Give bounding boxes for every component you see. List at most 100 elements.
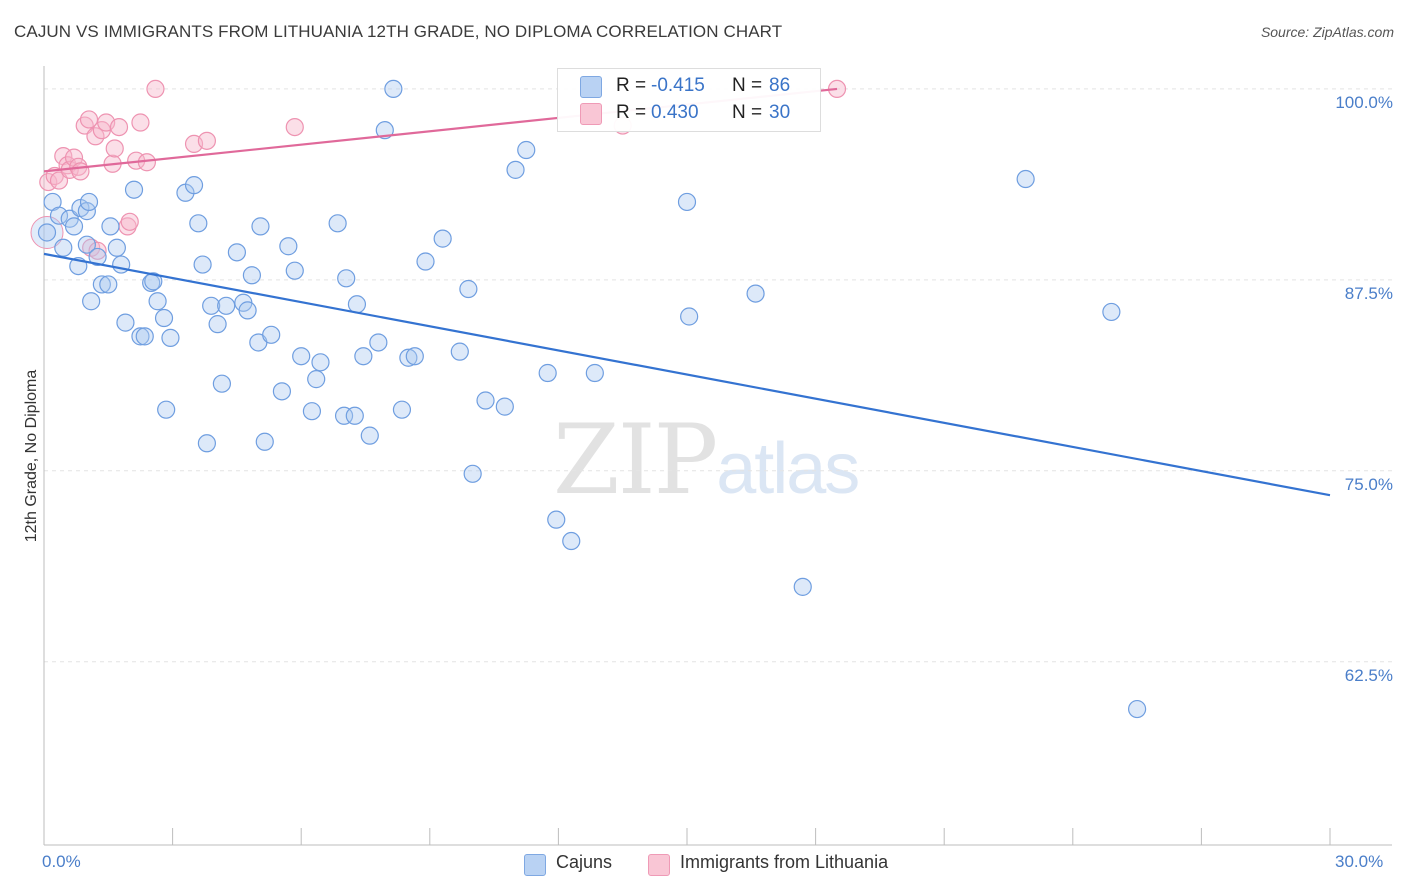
cajun-point [262, 325, 281, 344]
cajun-point [77, 235, 96, 254]
cajun-point [107, 238, 126, 257]
cajun-point [360, 426, 379, 445]
cajun-point [1102, 302, 1121, 322]
cajun-point [124, 180, 144, 199]
cajun-point [334, 406, 354, 425]
bottom-legend-swatch-lithuania [648, 854, 670, 876]
cajun-point [30, 215, 64, 249]
cajun-point [161, 328, 180, 347]
cajun-point [538, 363, 557, 383]
cajun-point [585, 363, 604, 383]
cajun-point [307, 370, 326, 389]
cajun-point [354, 347, 373, 366]
legend-row-cajuns: R = -0.415 N = 86 [558, 73, 820, 99]
cajun-point [54, 238, 73, 257]
cajun-point [227, 243, 246, 262]
cajun-point [399, 348, 418, 367]
cajun-point [212, 374, 231, 393]
cajun-point [677, 192, 697, 212]
legend-n-value: 30 [769, 102, 791, 123]
cajun-point [285, 261, 304, 280]
cajun-point [82, 292, 101, 311]
x-tick-label-min: 0.0% [42, 852, 81, 871]
y-tick-label: 100.0% [1335, 92, 1393, 112]
cajun-point [450, 342, 469, 361]
grid-lines [44, 88, 1392, 663]
bottom-legend-cajuns: Cajuns [556, 852, 613, 872]
cajun-point [64, 217, 84, 236]
cajun-point [238, 301, 257, 320]
x-tick-label-max: 30.0% [1335, 852, 1384, 871]
legend-n-value: 86 [769, 75, 791, 96]
cajun-point [547, 510, 566, 529]
cajun-point [311, 353, 330, 372]
cajun-point [197, 434, 216, 453]
cajun-point [37, 223, 57, 242]
cajun-points [30, 79, 1147, 719]
cajun-point [79, 192, 99, 212]
cajun-point [384, 79, 403, 99]
lithuania-point [79, 110, 99, 129]
cajun-point [463, 464, 482, 483]
legend-r-value: -0.415 [651, 75, 705, 96]
cajun-point [116, 313, 135, 332]
cajun-point [793, 577, 812, 596]
cajun-point [746, 284, 765, 303]
cajun-point [433, 229, 452, 248]
lithuania-point [120, 212, 139, 231]
cajun-point [292, 347, 311, 366]
y-tick-label: 62.5% [1344, 665, 1393, 685]
cajun-point [392, 400, 412, 419]
cajun-point [202, 296, 221, 315]
cajun-point [184, 176, 204, 195]
trend-lines [43, 87, 1331, 497]
legend-row-lithuania: R = 0.430 N = 30 [558, 100, 820, 126]
chart-title: CAJUN VS IMMIGRANTS FROM LITHUANIA 12TH … [14, 22, 783, 41]
cajun-point [135, 327, 154, 346]
cajun-trend-line [43, 252, 1331, 497]
legend-n-label: N = [732, 102, 763, 123]
cajun-point [562, 531, 581, 551]
cajun-point [255, 432, 274, 451]
y-tick-label: 75.0% [1344, 474, 1393, 494]
lithuania-point [49, 171, 69, 190]
cajun-point [208, 315, 227, 334]
cajun-point [347, 295, 367, 314]
cajun-point [1016, 169, 1035, 189]
cajun-point [49, 206, 69, 225]
cajun-point [495, 397, 514, 416]
cajun-point [193, 255, 212, 274]
cajun-point [88, 247, 107, 267]
cajun-point [416, 252, 435, 271]
legend-r-value: 0.430 [651, 102, 699, 123]
cajun-point [369, 333, 388, 352]
lithuania-point [105, 139, 124, 158]
cajun-point [337, 269, 356, 288]
lithuania-point [197, 131, 216, 150]
cajun-point [92, 275, 111, 294]
lithuania-point [88, 241, 107, 260]
cajun-point [328, 214, 347, 233]
cajun-point [506, 160, 525, 179]
bottom-legend-swatch-cajuns [524, 854, 546, 876]
lithuania-point [109, 117, 129, 137]
cajun-point [272, 382, 292, 401]
legend-r-label: R = [616, 102, 647, 123]
cajun-point [131, 327, 150, 346]
source-credit: Source: ZipAtlas.com [1260, 24, 1394, 40]
bottom-legend-lithuania: Immigrants from Lithuania [680, 852, 889, 872]
legend-r-label: R = [616, 75, 647, 96]
cajun-point [302, 402, 322, 421]
cajun-point [154, 308, 174, 328]
legend-swatch-lithuania [580, 103, 602, 125]
watermark: ZIPatlas [553, 404, 860, 516]
lithuania-point [285, 117, 304, 137]
y-tick-label: 87.5% [1344, 283, 1393, 303]
cajun-point [242, 266, 262, 285]
cajun-point [459, 279, 478, 299]
cajun-point [101, 217, 120, 236]
cajun-point [157, 400, 176, 419]
cajun-point [144, 272, 163, 291]
cajun-point [99, 275, 118, 294]
